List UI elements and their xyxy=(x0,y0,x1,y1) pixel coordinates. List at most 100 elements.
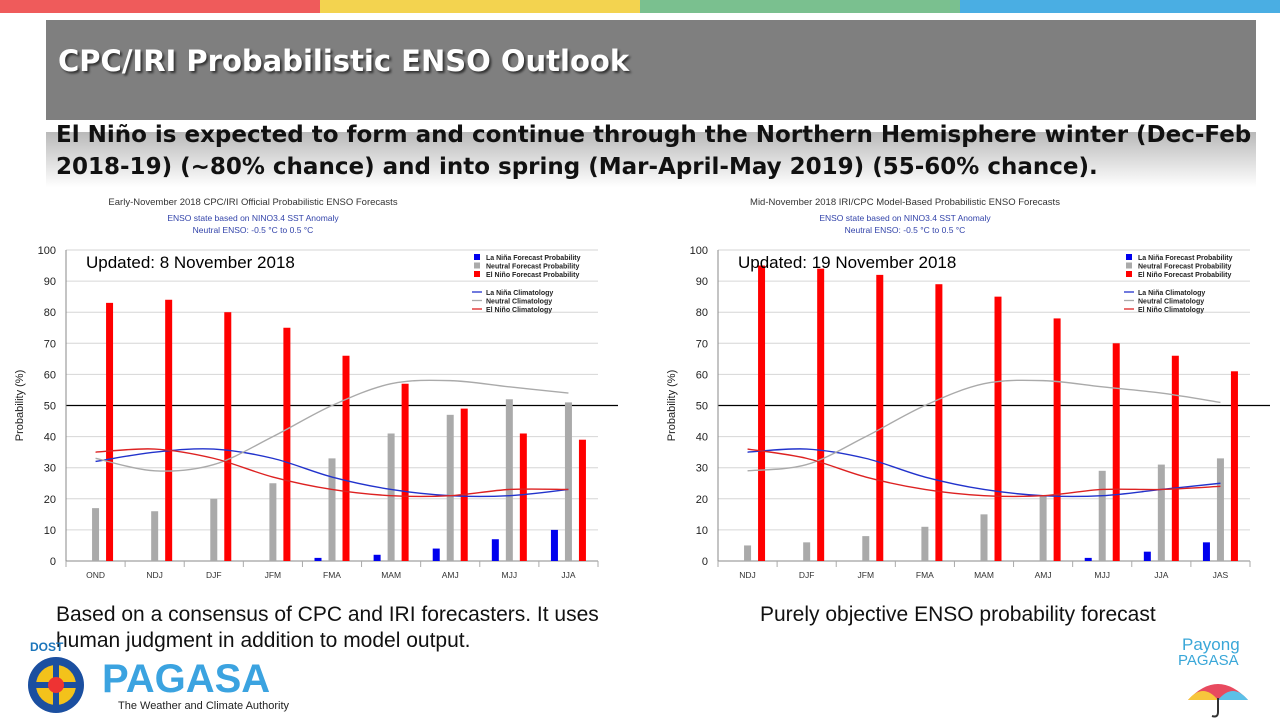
el-nino-bar xyxy=(342,355,350,561)
y-tick-label: 70 xyxy=(696,338,708,350)
neutral-bar xyxy=(92,508,100,561)
la-nina-bar xyxy=(1202,542,1210,561)
caption-left: Based on a consensus of CPC and IRI fore… xyxy=(56,603,599,652)
neutral-bar xyxy=(564,402,572,561)
y-tick-label: 100 xyxy=(38,245,56,257)
neutral-bar xyxy=(269,483,277,561)
x-tick-label: AMJ xyxy=(1035,570,1052,580)
y-tick-label: 90 xyxy=(696,276,708,288)
y-tick-label: 60 xyxy=(696,369,708,381)
chart-svg: Early-November 2018 CPC/IRI Official Pro… xyxy=(14,197,618,580)
pagasa-logo-tagline: The Weather and Climate Authority xyxy=(118,700,289,712)
neutral-climatology-line xyxy=(95,379,569,472)
y-tick-label: 30 xyxy=(44,463,56,475)
x-tick-label: JAS xyxy=(1213,570,1229,580)
legend-swatch xyxy=(474,262,480,269)
payong-pagasa-logo-graphic: Payong PAGASA xyxy=(1178,635,1248,718)
x-tick-label: MJJ xyxy=(502,570,518,580)
payong-logo-line1: Payong xyxy=(1182,635,1240,654)
neutral-bar xyxy=(505,399,513,561)
el-nino-bar xyxy=(1053,318,1061,561)
y-tick-label: 20 xyxy=(44,494,56,506)
accent-strip-1 xyxy=(0,0,320,13)
neutral-bar xyxy=(387,433,395,561)
accent-strip-3 xyxy=(640,0,960,13)
chart-title: Early-November 2018 CPC/IRI Official Pro… xyxy=(108,197,397,208)
x-tick-label: FMA xyxy=(916,570,934,580)
chart-title: Mid-November 2018 IRI/CPC Model-Based Pr… xyxy=(750,197,1060,208)
neutral-bar xyxy=(980,514,988,561)
el-nino-bar xyxy=(460,408,468,561)
y-axis-label: Probability (%) xyxy=(14,370,26,442)
el-nino-bar xyxy=(758,265,766,561)
x-tick-label: JJA xyxy=(561,570,576,580)
y-tick-label: 90 xyxy=(44,276,56,288)
neutral-bar xyxy=(446,414,454,561)
y-tick-label: 30 xyxy=(696,463,708,475)
el-nino-bar xyxy=(519,433,527,561)
el-nino-bar xyxy=(578,439,586,561)
la-nina-bar xyxy=(1084,557,1092,561)
x-tick-label: JJA xyxy=(1154,570,1169,580)
neutral-bar xyxy=(210,498,218,561)
legend-label: El Niño Climatology xyxy=(1138,307,1204,314)
chart-subtitle-line: ENSO state based on NINO3.4 SST Anomaly xyxy=(167,213,339,223)
slide-subtitle: El Niño is expected to form and continue… xyxy=(56,122,1252,180)
y-tick-label: 40 xyxy=(44,432,56,444)
chart-subtitle-line: Neutral ENSO: -0.5 °C to 0.5 °C xyxy=(845,225,966,235)
y-axis-label: Probability (%) xyxy=(666,370,678,442)
la-nina-bar xyxy=(373,554,381,561)
y-tick-label: 40 xyxy=(696,432,708,444)
legend-label: La Niña Forecast Probability xyxy=(486,255,581,262)
legend-swatch xyxy=(1126,262,1132,269)
legend-swatch xyxy=(1126,254,1132,260)
neutral-bar xyxy=(803,542,811,561)
slide-title: CPC/IRI Probabilistic ENSO Outlook xyxy=(58,44,630,78)
la-nina-bar xyxy=(432,548,440,561)
accent-strip-2 xyxy=(320,0,640,13)
y-tick-label: 20 xyxy=(696,494,708,506)
y-tick-label: 0 xyxy=(702,556,708,568)
neutral-bar xyxy=(328,458,336,561)
la-nina-bar xyxy=(550,529,558,561)
el-nino-bar xyxy=(876,274,884,561)
la-nina-bar xyxy=(491,539,499,561)
neutral-bar xyxy=(921,526,929,561)
pagasa-logo-graphic: DOST PAGASA The Weather and Climate Auth… xyxy=(28,640,289,713)
caption-right: Purely objective ENSO probability foreca… xyxy=(760,603,1156,626)
legend-swatch xyxy=(474,271,480,277)
legend-label: El Niño Forecast Probability xyxy=(1138,272,1231,279)
x-tick-label: DJF xyxy=(799,570,815,580)
el-nino-climatology-line xyxy=(95,448,569,498)
el-nino-bar xyxy=(1230,371,1238,561)
el-nino-bar xyxy=(994,296,1002,561)
updated-label: Updated: 8 November 2018 xyxy=(86,253,295,272)
y-tick-label: 100 xyxy=(690,245,708,257)
legend-label: El Niño Climatology xyxy=(486,307,552,314)
neutral-bar xyxy=(1098,470,1106,561)
x-tick-label: JFM xyxy=(858,570,875,580)
legend-label: El Niño Forecast Probability xyxy=(486,272,579,279)
el-nino-bar xyxy=(106,302,114,561)
legend-label: Neutral Climatology xyxy=(1138,299,1204,306)
el-nino-bar xyxy=(1112,343,1120,561)
legend-swatch xyxy=(1126,271,1132,277)
x-tick-label: JFM xyxy=(265,570,282,580)
updated-label: Updated: 19 November 2018 xyxy=(738,253,956,272)
legend-label: Neutral Climatology xyxy=(486,299,552,306)
neutral-bar xyxy=(862,536,870,561)
x-tick-label: AMJ xyxy=(442,570,459,580)
x-tick-label: FMA xyxy=(323,570,341,580)
neutral-bar xyxy=(1039,495,1047,561)
la-nina-bar xyxy=(314,557,322,561)
y-tick-label: 70 xyxy=(44,338,56,350)
accent-strip-4 xyxy=(960,0,1280,13)
el-nino-bar xyxy=(283,327,291,561)
y-tick-label: 60 xyxy=(44,369,56,381)
legend-label: La Niña Climatology xyxy=(486,290,553,297)
el-nino-bar xyxy=(224,312,232,561)
pagasa-logo: DOST PAGASA The Weather and Climate Auth… xyxy=(12,640,312,720)
legend-label: Neutral Forecast Probability xyxy=(1138,264,1231,271)
x-tick-label: MJJ xyxy=(1094,570,1110,580)
payong-logo-line2: PAGASA xyxy=(1178,652,1239,669)
